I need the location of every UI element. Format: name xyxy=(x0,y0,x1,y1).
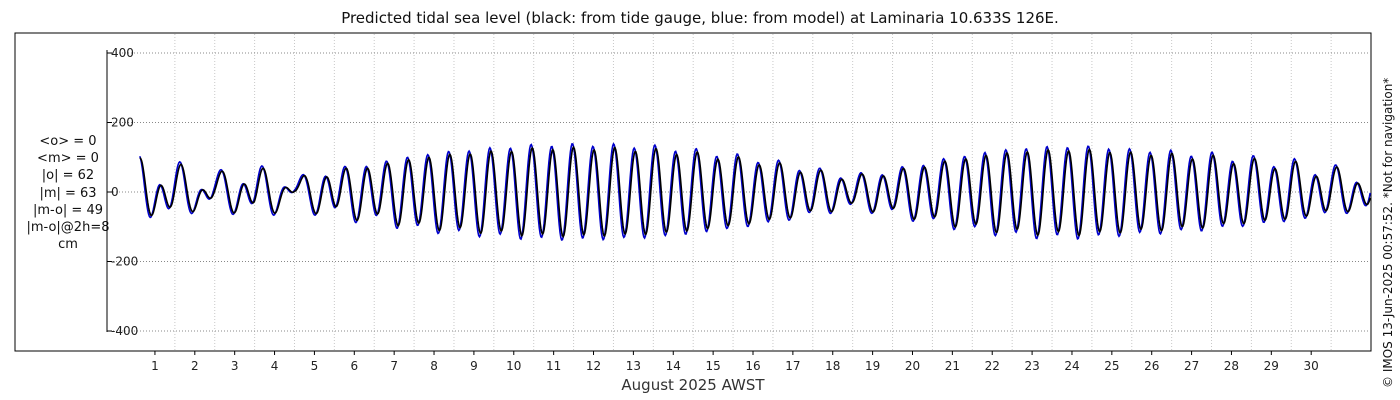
x-tick-label: 2 xyxy=(191,359,199,373)
y-tick-label: -200 xyxy=(111,255,138,269)
stat-unit: cm xyxy=(58,237,78,253)
x-tick-label: 15 xyxy=(705,359,720,373)
x-tick-label: 3 xyxy=(231,359,239,373)
x-tick-label: 4 xyxy=(271,359,279,373)
y-ticks: -400 -200 0 200 400 xyxy=(107,46,138,338)
stat-model-abs: |m| = 63 xyxy=(39,185,97,201)
x-tick-label: 6 xyxy=(350,359,358,373)
x-ticks: 1 2 3 4 5 6 7 8 9 10 11 12 13 14 15 16 17 18 19 20 21 22 23 24 2… xyxy=(151,351,1319,373)
x-tick-label: 12 xyxy=(586,359,601,373)
x-tick-label: 1 xyxy=(151,359,159,373)
x-tick-label: 26 xyxy=(1144,359,1159,373)
x-tick-label: 13 xyxy=(626,359,641,373)
x-tick-label: 30 xyxy=(1304,359,1319,373)
x-tick-label: 18 xyxy=(825,359,840,373)
y-tick-label: 200 xyxy=(111,116,134,130)
x-tick-label: 25 xyxy=(1104,359,1119,373)
horizontal-gridlines xyxy=(107,52,1370,332)
y-tick-label: 0 xyxy=(111,185,119,199)
chart-title: Predicted tidal sea level (black: from t… xyxy=(341,9,1059,27)
x-tick-label: 17 xyxy=(785,359,800,373)
x-tick-label: 21 xyxy=(945,359,960,373)
x-tick-label: 19 xyxy=(865,359,880,373)
stat-model-mean: <m> = 0 xyxy=(37,151,99,167)
stat-obs-mean: <o> = 0 xyxy=(39,134,97,149)
x-tick-label: 16 xyxy=(745,359,760,373)
stat-obs-abs: |o| = 62 xyxy=(41,168,95,184)
x-tick-label: 28 xyxy=(1224,359,1239,373)
x-tick-label: 10 xyxy=(506,359,521,373)
x-tick-label: 8 xyxy=(430,359,438,373)
y-tick-label: 400 xyxy=(111,46,134,60)
x-tick-label: 14 xyxy=(666,359,681,373)
series-group xyxy=(139,142,1371,242)
x-tick-label: 9 xyxy=(470,359,478,373)
x-tick-label: 20 xyxy=(905,359,920,373)
series-model-line xyxy=(139,142,1371,242)
x-tick-label: 27 xyxy=(1184,359,1199,373)
x-tick-label: 22 xyxy=(985,359,1000,373)
x-tick-label: 7 xyxy=(390,359,398,373)
copyright-notice: © IMOS 13-Jun-2025 00:57:52. *Not for na… xyxy=(1381,77,1395,388)
series-tide-gauge-line xyxy=(139,145,1371,239)
x-tick-label: 5 xyxy=(311,359,319,373)
stat-diff-abs: |m-o| = 49 xyxy=(32,202,103,218)
y-tick-label: -400 xyxy=(111,324,138,338)
statistics-panel: <o> = 0 <m> = 0 |o| = 62 |m| = 63 |m-o| … xyxy=(20,133,116,253)
x-tick-label: 29 xyxy=(1264,359,1279,373)
stat-diff-2h: |m-o|@2h=8 xyxy=(26,220,110,236)
x-tick-label: 24 xyxy=(1064,359,1079,373)
x-axis-label: August 2025 AWST xyxy=(621,376,765,394)
x-tick-label: 11 xyxy=(546,359,561,373)
x-tick-label: 23 xyxy=(1024,359,1039,373)
